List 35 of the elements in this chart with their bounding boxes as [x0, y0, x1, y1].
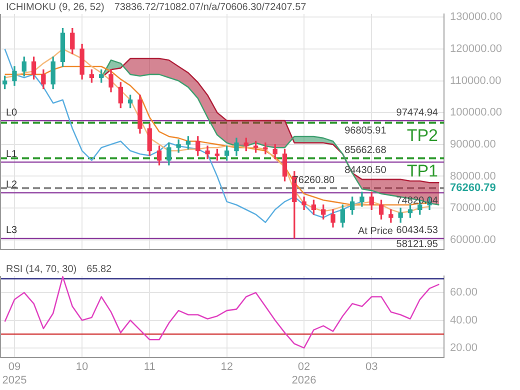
x-tick-label: 12 — [220, 361, 233, 374]
annotation: 85662.68 — [344, 144, 387, 156]
y-tick-label: 90000.00 — [450, 138, 496, 150]
annotation: 96805.91 — [344, 126, 387, 137]
ref-line-label: TP1 — [406, 161, 438, 180]
y-tick-label: 100000.00 — [450, 106, 502, 119]
y-tick-label: 60000.00 — [450, 234, 496, 246]
y-tick-label: 110000.00 — [450, 74, 502, 87]
chart-title: ICHIMOKU (9, 26, 52) — [6, 2, 104, 13]
chart-subtitle: 65.82 — [86, 264, 112, 275]
chart-title: RSI (14, 70, 30) — [6, 264, 77, 275]
x-tick-label: 10 — [76, 361, 88, 374]
chart-subtitle: 73836.72/71082.07/n/a/70606.30/72407.57 — [114, 2, 307, 13]
x-tick-label: 02 2026 — [292, 361, 316, 386]
annotation: 97474.94 — [396, 107, 438, 118]
x-tick-label: 11 — [144, 361, 156, 374]
ref-line-label: L0 — [6, 107, 18, 118]
y-tick-label: 76260.79 — [450, 182, 496, 194]
ref-line-label: L3 — [6, 225, 18, 236]
y-tick-label: 40.00 — [450, 314, 478, 326]
ref-line-label: L2 — [6, 179, 18, 190]
y-tick-label: 60.00 — [450, 286, 478, 299]
annotation: 58121.95 — [396, 239, 438, 250]
y-tick-label: 120000.00 — [450, 43, 502, 56]
y-tick-label: 80000.00 — [450, 170, 496, 182]
ref-line-label: L1 — [6, 148, 18, 160]
y-tick-label: 20.00 — [450, 342, 478, 354]
x-tick-label: 03 — [365, 361, 378, 374]
y-tick-label: 70000.00 — [450, 202, 496, 214]
annotation: 74820.04 — [396, 195, 438, 206]
ref-line-label: TP2 — [406, 126, 438, 145]
annotation: At Price — [358, 226, 394, 238]
y-tick-label: 130000.00 — [450, 11, 502, 24]
annotation: 60434.53 — [396, 225, 438, 236]
x-tick-label: 09 2025 — [2, 361, 27, 386]
